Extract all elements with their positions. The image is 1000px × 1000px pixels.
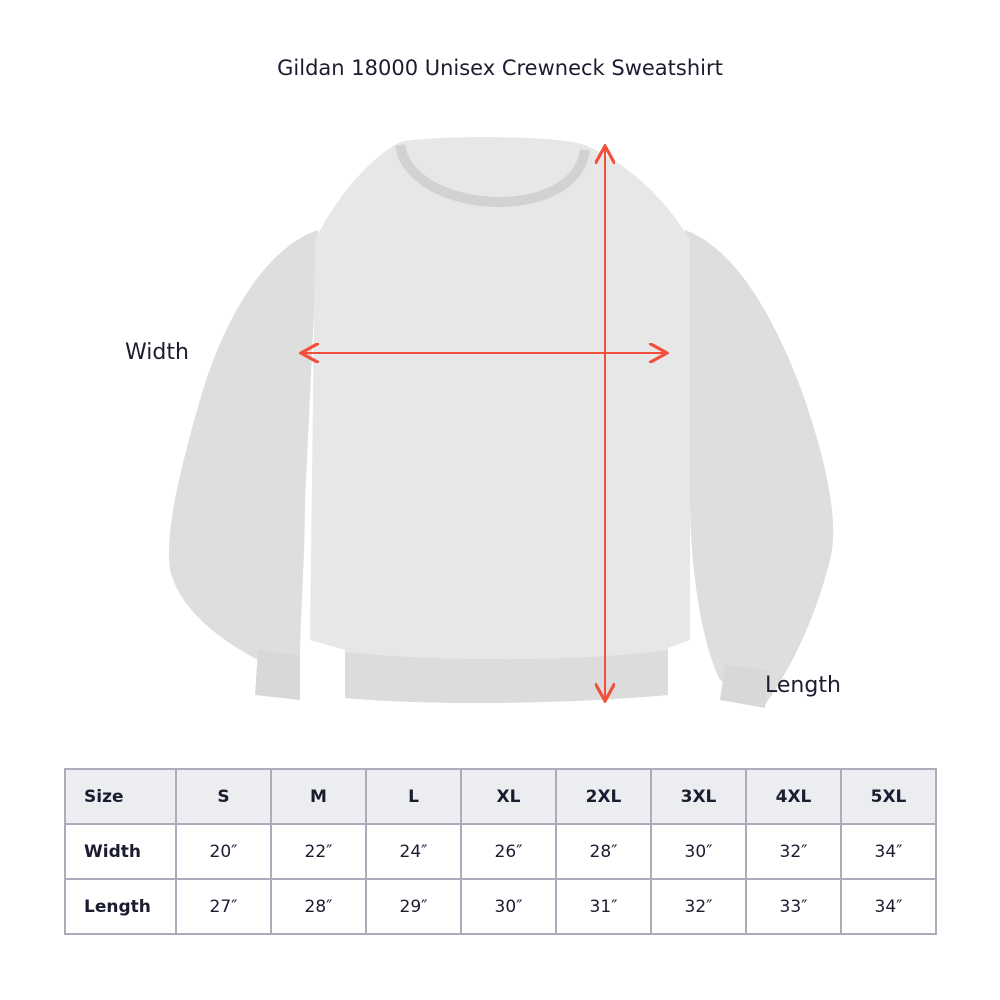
table-cell: 24″ [365, 823, 462, 880]
table-cell: 2XL [555, 768, 652, 825]
table-cell: 33″ [745, 878, 842, 935]
table-cell: 3XL [650, 768, 747, 825]
table-row: Width 20″ 22″ 24″ 26″ 28″ 30″ 32″ 34″ [64, 823, 937, 880]
table-cell: 4XL [745, 768, 842, 825]
table-cell: 30″ [460, 878, 557, 935]
row-header-cell: Width [64, 823, 177, 880]
row-header-cell: Length [64, 878, 177, 935]
row-header-cell: Size [64, 768, 177, 825]
table-cell: M [270, 768, 367, 825]
table-cell: 28″ [270, 878, 367, 935]
table-cell: 32″ [650, 878, 747, 935]
table-cell: 28″ [555, 823, 652, 880]
table-cell: S [175, 768, 272, 825]
length-label: Length [765, 673, 841, 698]
sweatshirt-body [169, 137, 834, 708]
table-header-row: Size S M L XL 2XL 3XL 4XL 5XL [64, 768, 937, 825]
table-cell: 26″ [460, 823, 557, 880]
table-cell: 30″ [650, 823, 747, 880]
size-table: Size S M L XL 2XL 3XL 4XL 5XL Width 20″ 22″ 24″ 26″ 28… [64, 768, 937, 935]
width-label: Width [125, 340, 189, 365]
table-cell: 22″ [270, 823, 367, 880]
table-cell: 34″ [840, 878, 937, 935]
table-row: Length 27″ 28″ 29″ 30″ 31″ 32″ 33″ 34″ [64, 878, 937, 935]
table-cell: L [365, 768, 462, 825]
chart-title: Gildan 18000 Unisex Crewneck Sweatshirt [277, 56, 723, 80]
table-cell: XL [460, 768, 557, 825]
table-cell: 34″ [840, 823, 937, 880]
table-cell: 20″ [175, 823, 272, 880]
table-cell: 31″ [555, 878, 652, 935]
table-cell: 29″ [365, 878, 462, 935]
table-cell: 27″ [175, 878, 272, 935]
table-cell: 5XL [840, 768, 937, 825]
sweatshirt-image [169, 137, 834, 708]
table-cell: 32″ [745, 823, 842, 880]
